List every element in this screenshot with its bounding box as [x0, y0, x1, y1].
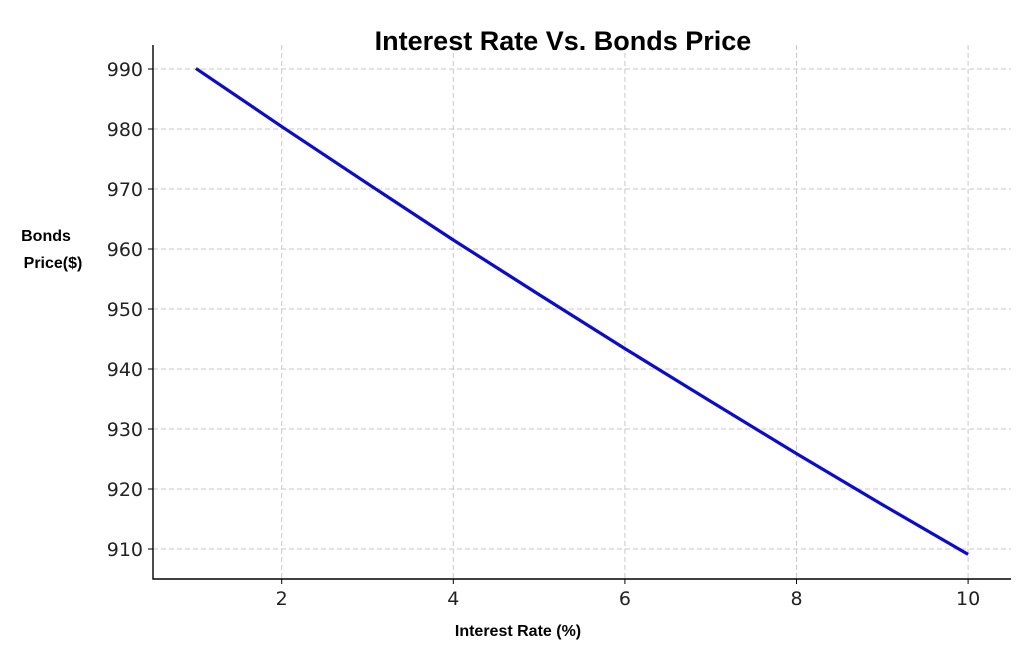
y-tick-label: 970 [107, 179, 143, 201]
y-tick-label: 960 [107, 239, 143, 261]
y-axis-label-line-2: Price($) [24, 255, 83, 272]
y-tick-label: 990 [107, 59, 143, 81]
y-tick-label: 920 [107, 479, 143, 501]
x-tick-label: 10 [956, 588, 980, 610]
y-axis-ticks: 910 920 930 940 950 960 970 980 990 [107, 59, 153, 561]
x-tick-label: 4 [447, 588, 459, 610]
x-axis-label: Interest Rate (%) [455, 623, 581, 640]
x-tick-label: 2 [276, 588, 288, 610]
x-axis-ticks: 2 4 6 8 10 [276, 579, 980, 610]
y-tick-label: 950 [107, 299, 143, 321]
x-gridlines [281, 45, 969, 579]
chart-title: Interest Rate Vs. Bonds Price [375, 26, 752, 56]
y-tick-label: 940 [107, 359, 143, 381]
x-tick-label: 6 [619, 588, 631, 610]
y-gridlines [153, 68, 1011, 550]
series-layer [195, 67, 969, 556]
y-tick-label: 910 [107, 539, 143, 561]
y-axis-label-line-1: Bonds [21, 228, 71, 245]
y-tick-label: 930 [107, 419, 143, 441]
series-line [195, 67, 969, 556]
x-tick-label: 8 [790, 588, 802, 610]
y-tick-label: 980 [107, 119, 143, 141]
axes-spines [152, 45, 1011, 580]
